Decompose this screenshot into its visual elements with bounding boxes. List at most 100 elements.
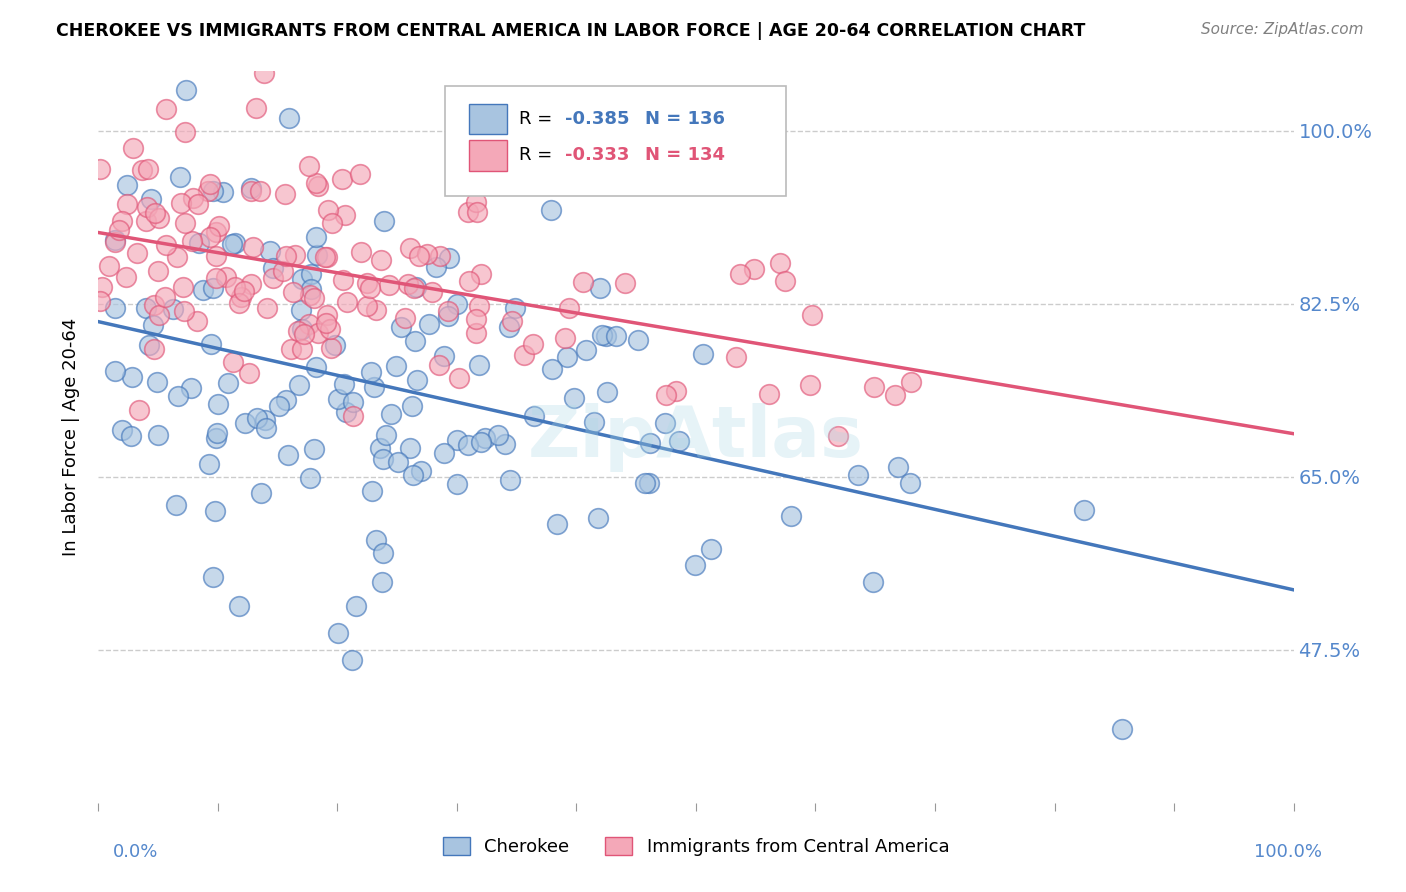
Point bbox=[389, 320, 412, 334]
Point bbox=[183, 190, 205, 204]
Point bbox=[283, 285, 305, 300]
Point bbox=[146, 375, 169, 389]
Point bbox=[446, 297, 468, 311]
Point bbox=[433, 445, 456, 459]
Point bbox=[470, 434, 492, 449]
Point bbox=[591, 327, 613, 342]
Point bbox=[898, 475, 921, 490]
FancyBboxPatch shape bbox=[470, 103, 508, 135]
Point bbox=[174, 217, 197, 231]
Point bbox=[148, 308, 170, 322]
Point bbox=[138, 338, 160, 352]
Point bbox=[446, 433, 468, 447]
Point bbox=[197, 457, 219, 471]
Point bbox=[356, 276, 378, 290]
Point bbox=[349, 167, 371, 181]
Point bbox=[215, 270, 238, 285]
Point bbox=[205, 426, 228, 441]
Point bbox=[287, 324, 309, 338]
Point bbox=[276, 393, 298, 408]
Point bbox=[437, 309, 460, 323]
Point bbox=[305, 359, 328, 374]
Point bbox=[170, 196, 193, 211]
Point bbox=[200, 336, 222, 351]
Point bbox=[385, 359, 408, 373]
Point bbox=[398, 442, 420, 456]
Y-axis label: In Labor Force | Age 20-64: In Labor Force | Age 20-64 bbox=[62, 318, 80, 557]
Point bbox=[198, 230, 221, 244]
Point bbox=[846, 468, 869, 483]
Point bbox=[342, 395, 364, 409]
Point bbox=[583, 415, 606, 429]
Point bbox=[304, 229, 326, 244]
Point bbox=[406, 373, 429, 387]
Point bbox=[221, 237, 243, 252]
Point bbox=[654, 417, 676, 431]
Point bbox=[626, 334, 648, 348]
Point bbox=[262, 271, 284, 285]
Point bbox=[884, 388, 907, 402]
Point bbox=[205, 431, 228, 445]
Point bbox=[246, 411, 269, 425]
Point bbox=[465, 326, 488, 341]
Point bbox=[277, 448, 299, 462]
Point bbox=[305, 176, 328, 190]
Point bbox=[332, 273, 354, 287]
Point bbox=[540, 203, 562, 218]
Point bbox=[197, 184, 219, 198]
Point bbox=[863, 380, 886, 394]
Point bbox=[89, 293, 111, 308]
Point bbox=[637, 475, 659, 490]
Point bbox=[142, 343, 165, 357]
Point bbox=[799, 378, 821, 392]
Point bbox=[131, 163, 153, 178]
Point bbox=[315, 251, 337, 265]
Text: 100.0%: 100.0% bbox=[1254, 843, 1322, 861]
Point bbox=[486, 428, 509, 442]
Point bbox=[253, 413, 276, 427]
Point bbox=[394, 310, 416, 325]
Point bbox=[136, 161, 159, 176]
Point bbox=[142, 318, 165, 332]
Point bbox=[655, 387, 678, 401]
Point bbox=[228, 296, 250, 310]
Point bbox=[427, 358, 450, 372]
Point bbox=[304, 291, 326, 305]
Point bbox=[104, 301, 127, 315]
Text: N = 136: N = 136 bbox=[644, 110, 724, 128]
Point bbox=[380, 407, 402, 421]
Point bbox=[425, 260, 447, 274]
Text: Source: ZipAtlas.com: Source: ZipAtlas.com bbox=[1201, 22, 1364, 37]
Point bbox=[468, 358, 491, 372]
Point bbox=[125, 246, 148, 260]
Point bbox=[141, 192, 163, 206]
Point bbox=[173, 303, 195, 318]
Point bbox=[457, 204, 479, 219]
Point bbox=[769, 255, 792, 269]
Point bbox=[446, 477, 468, 491]
Point bbox=[115, 270, 138, 285]
Point bbox=[155, 103, 177, 117]
Point bbox=[280, 342, 302, 356]
Point bbox=[465, 195, 488, 210]
Point bbox=[135, 214, 157, 228]
Point bbox=[115, 196, 138, 211]
Point bbox=[633, 475, 655, 490]
Point bbox=[89, 161, 111, 176]
Point bbox=[142, 298, 165, 312]
Point bbox=[162, 302, 184, 317]
Point bbox=[305, 248, 328, 262]
Point bbox=[780, 509, 803, 524]
Point bbox=[253, 66, 276, 80]
Point bbox=[378, 278, 401, 293]
Point bbox=[366, 302, 388, 317]
Point bbox=[291, 271, 314, 285]
Text: R =: R = bbox=[519, 110, 558, 128]
Point bbox=[474, 431, 496, 445]
Point bbox=[292, 327, 315, 342]
Point bbox=[274, 186, 297, 201]
Point bbox=[467, 299, 489, 313]
Point bbox=[336, 294, 359, 309]
Point bbox=[668, 434, 690, 448]
Point bbox=[288, 378, 311, 392]
